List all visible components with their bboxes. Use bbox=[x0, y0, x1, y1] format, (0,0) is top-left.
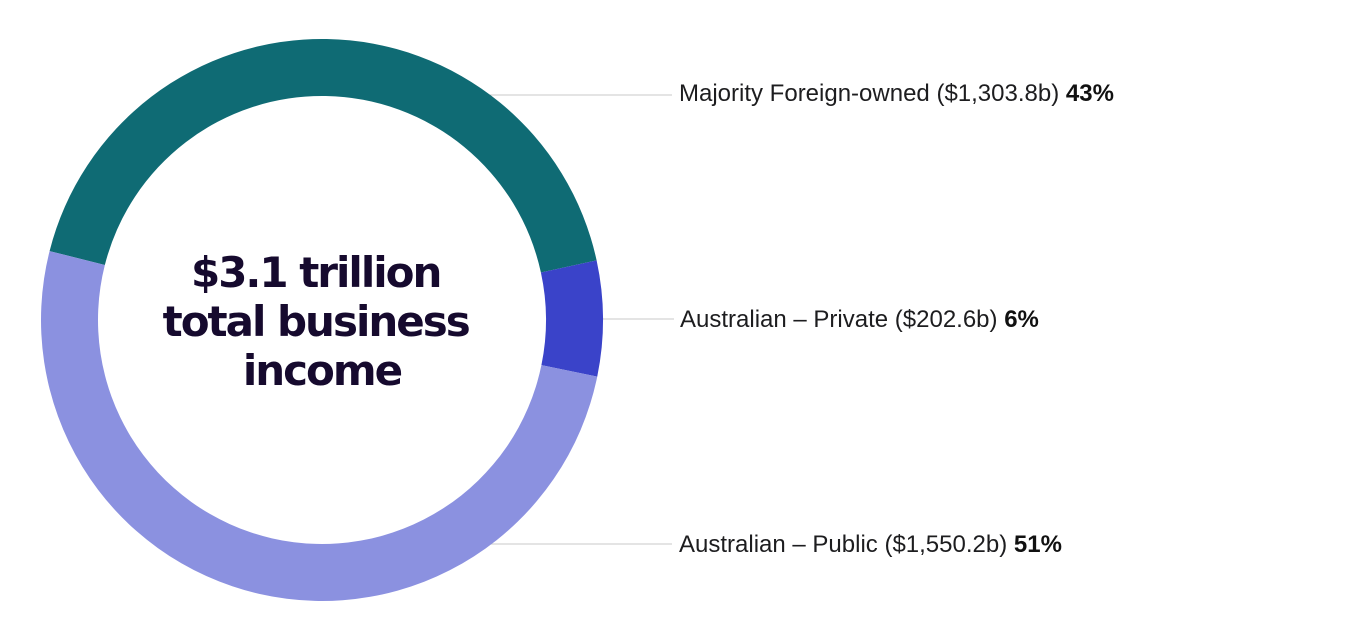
slice-label-foreign-percent: 43% bbox=[1066, 80, 1114, 107]
slice-label-private-name: Australian – Private bbox=[680, 306, 888, 333]
slice-label-foreign-name: Majority Foreign-owned bbox=[679, 80, 930, 107]
donut-slices bbox=[40, 39, 603, 602]
slice-private bbox=[540, 260, 603, 377]
slice-label-private: Australian – Private ($202.6b) 6% bbox=[680, 306, 1039, 333]
slice-label-foreign: Majority Foreign-owned ($1,303.8b) 43% bbox=[679, 80, 1114, 107]
center-label-line-1: $3.1 trillion bbox=[191, 248, 440, 297]
slice-label-public-percent: 51% bbox=[1014, 531, 1062, 558]
slice-foreign bbox=[49, 39, 597, 273]
center-label-line-2: total business bbox=[163, 297, 470, 346]
center-label: $3.1 trillion total business income bbox=[163, 248, 482, 395]
slice-label-foreign-amount: ($1,303.8b) bbox=[936, 80, 1059, 107]
center-label-line-3: income bbox=[243, 346, 402, 395]
slice-label-public: Australian – Public ($1,550.2b) 51% bbox=[679, 531, 1062, 558]
slice-label-private-amount: ($202.6b) bbox=[895, 306, 998, 333]
slice-label-public-amount: ($1,550.2b) bbox=[884, 531, 1007, 558]
slice-public bbox=[40, 251, 598, 602]
slice-label-private-percent: 6% bbox=[1004, 306, 1039, 333]
slice-label-public-name: Australian – Public bbox=[679, 531, 878, 558]
